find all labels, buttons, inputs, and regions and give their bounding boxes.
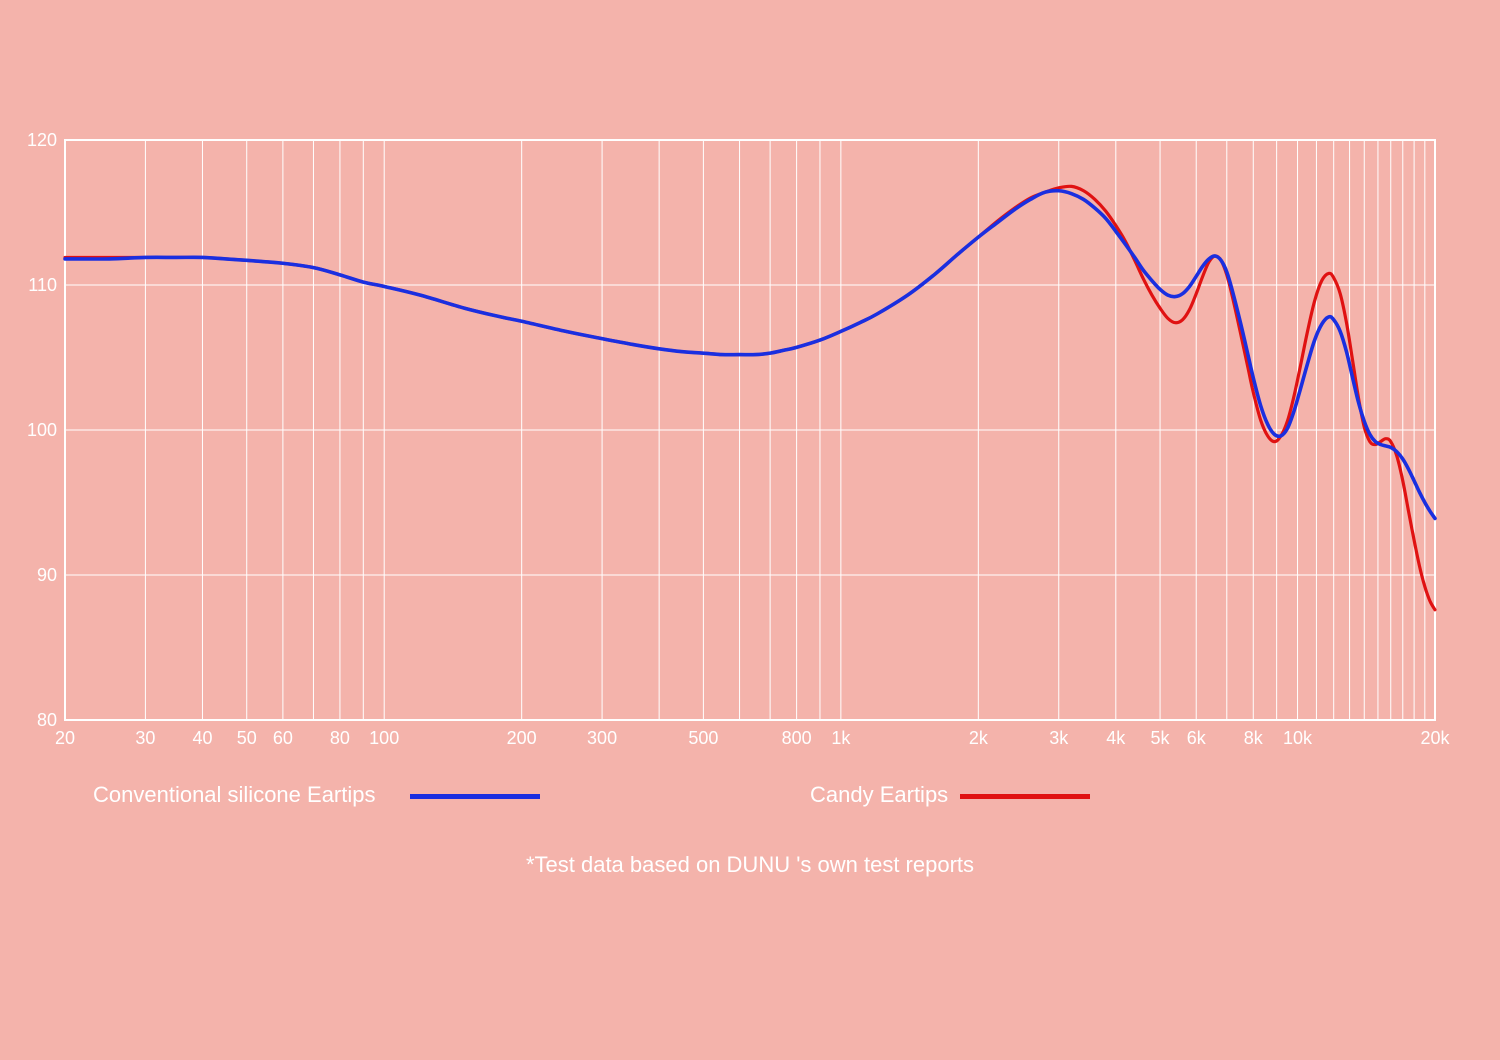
x-tick-label: 5k: [1151, 728, 1171, 748]
x-tick-label: 8k: [1244, 728, 1264, 748]
y-tick-label: 80: [37, 710, 57, 730]
y-tick-label: 90: [37, 565, 57, 585]
x-tick-label: 500: [688, 728, 718, 748]
chart-container: 80 90 100 110 120 20 30 40 50 60 80 100 200 300 500 800…: [0, 0, 1500, 1060]
legend-label: Conventional silicone Eartips: [93, 782, 376, 807]
x-tick-label: 100: [369, 728, 399, 748]
x-tick-label: 4k: [1106, 728, 1126, 748]
y-tick-label: 120: [27, 130, 57, 150]
x-tick-label: 3k: [1049, 728, 1069, 748]
footnote: *Test data based on DUNU 's own test rep…: [526, 852, 974, 877]
y-tick-label: 100: [27, 420, 57, 440]
x-tick-label: 50: [237, 728, 257, 748]
legend-label: Candy Eartips: [810, 782, 948, 807]
y-tick-label: 110: [28, 275, 57, 295]
x-tick-label: 40: [192, 728, 212, 748]
x-tick-label: 800: [782, 728, 812, 748]
x-tick-label: 80: [330, 728, 350, 748]
x-tick-label: 20k: [1420, 728, 1450, 748]
x-tick-label: 6k: [1187, 728, 1207, 748]
x-tick-label: 20: [55, 728, 75, 748]
x-tick-label: 300: [587, 728, 617, 748]
x-tick-label: 10k: [1283, 728, 1313, 748]
x-tick-label: 30: [135, 728, 155, 748]
x-tick-label: 60: [273, 728, 293, 748]
x-tick-label: 200: [507, 728, 537, 748]
legend-swatch: [410, 794, 540, 799]
frequency-response-chart: 80 90 100 110 120 20 30 40 50 60 80 100 200 300 500 800…: [0, 0, 1500, 1060]
legend-swatch: [960, 794, 1090, 799]
x-tick-label: 1k: [831, 728, 851, 748]
chart-background: [0, 0, 1500, 1060]
x-tick-label: 2k: [969, 728, 989, 748]
